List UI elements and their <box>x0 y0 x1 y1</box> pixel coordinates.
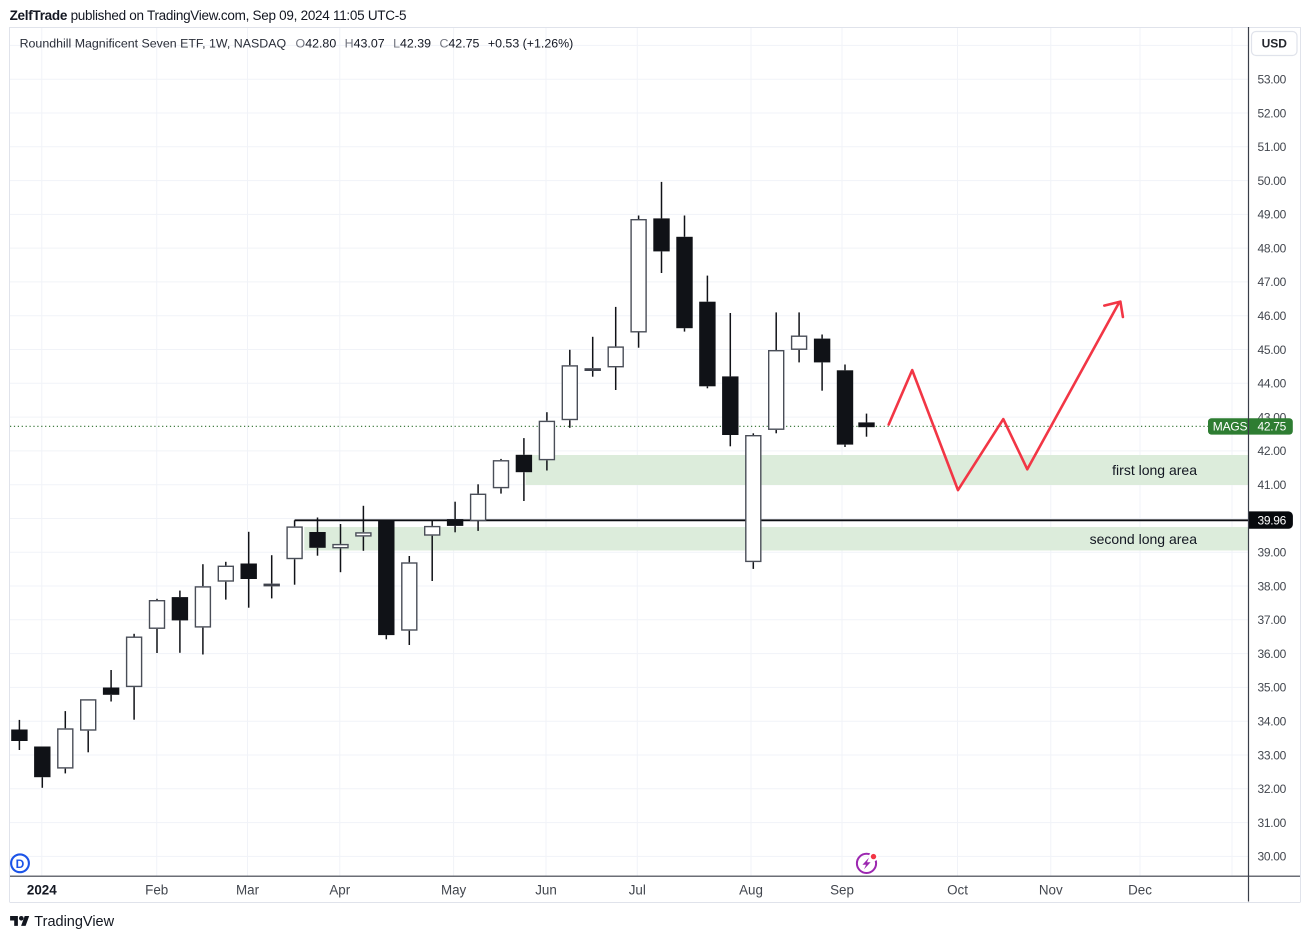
svg-text:2024: 2024 <box>27 883 57 898</box>
svg-text:36.00: 36.00 <box>1258 647 1287 661</box>
svg-text:Jun: Jun <box>535 883 557 898</box>
svg-text:first long area: first long area <box>1112 462 1197 478</box>
svg-text:39.96: 39.96 <box>1258 514 1287 528</box>
svg-text:Aug: Aug <box>739 883 763 898</box>
svg-text:Nov: Nov <box>1039 883 1063 898</box>
svg-text:53.00: 53.00 <box>1258 73 1287 87</box>
svg-text:44.00: 44.00 <box>1258 377 1287 391</box>
svg-text:35.00: 35.00 <box>1258 681 1287 695</box>
svg-text:50.00: 50.00 <box>1258 174 1287 188</box>
svg-text:Sep: Sep <box>830 883 854 898</box>
svg-text:Oct: Oct <box>947 883 968 898</box>
svg-text:47.00: 47.00 <box>1258 275 1287 289</box>
svg-text:41.00: 41.00 <box>1258 478 1287 492</box>
svg-text:D: D <box>16 857 25 871</box>
svg-text:Feb: Feb <box>145 883 168 898</box>
svg-text:39.00: 39.00 <box>1258 546 1287 560</box>
svg-text:Roundhill Magnificent Seven ET: Roundhill Magnificent Seven ETF, 1W, NAS… <box>20 36 574 50</box>
svg-text:33.00: 33.00 <box>1258 748 1287 762</box>
svg-text:TradingView: TradingView <box>34 914 114 930</box>
svg-text:45.00: 45.00 <box>1258 343 1287 357</box>
svg-text:30.00: 30.00 <box>1258 850 1287 864</box>
svg-text:Apr: Apr <box>329 883 350 898</box>
svg-text:31.00: 31.00 <box>1258 816 1287 830</box>
svg-text:USD: USD <box>1262 37 1288 51</box>
svg-text:49.00: 49.00 <box>1258 208 1287 222</box>
svg-text:Mar: Mar <box>236 883 260 898</box>
svg-text:ZelfTrade published on Trading: ZelfTrade published on TradingView.com, … <box>10 8 407 23</box>
svg-text:38.00: 38.00 <box>1258 579 1287 593</box>
svg-text:46.00: 46.00 <box>1258 309 1287 323</box>
svg-text:52.00: 52.00 <box>1258 106 1287 120</box>
svg-text:42.75: 42.75 <box>1258 420 1287 434</box>
svg-text:42.00: 42.00 <box>1258 444 1287 458</box>
svg-text:32.00: 32.00 <box>1258 782 1287 796</box>
svg-text:May: May <box>441 883 467 898</box>
svg-text:MAGS: MAGS <box>1213 420 1248 434</box>
svg-text:Jul: Jul <box>629 883 646 898</box>
svg-text:37.00: 37.00 <box>1258 613 1287 627</box>
svg-text:51.00: 51.00 <box>1258 140 1287 154</box>
svg-text:second long area: second long area <box>1090 531 1198 547</box>
svg-text:48.00: 48.00 <box>1258 241 1287 255</box>
svg-text:Dec: Dec <box>1128 883 1152 898</box>
svg-text:34.00: 34.00 <box>1258 715 1287 729</box>
